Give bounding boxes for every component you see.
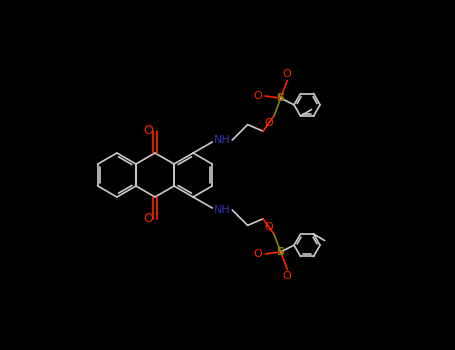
Text: O: O [143,125,153,138]
Text: O: O [283,271,292,281]
Text: O: O [265,118,273,128]
Text: O: O [254,249,263,259]
Text: S: S [277,247,285,257]
Text: NH: NH [214,135,231,145]
Text: O: O [254,91,263,101]
Text: O: O [283,69,292,79]
Text: NH: NH [214,205,231,215]
Text: S: S [277,93,285,103]
Text: O: O [265,222,273,232]
Text: O: O [143,212,153,225]
